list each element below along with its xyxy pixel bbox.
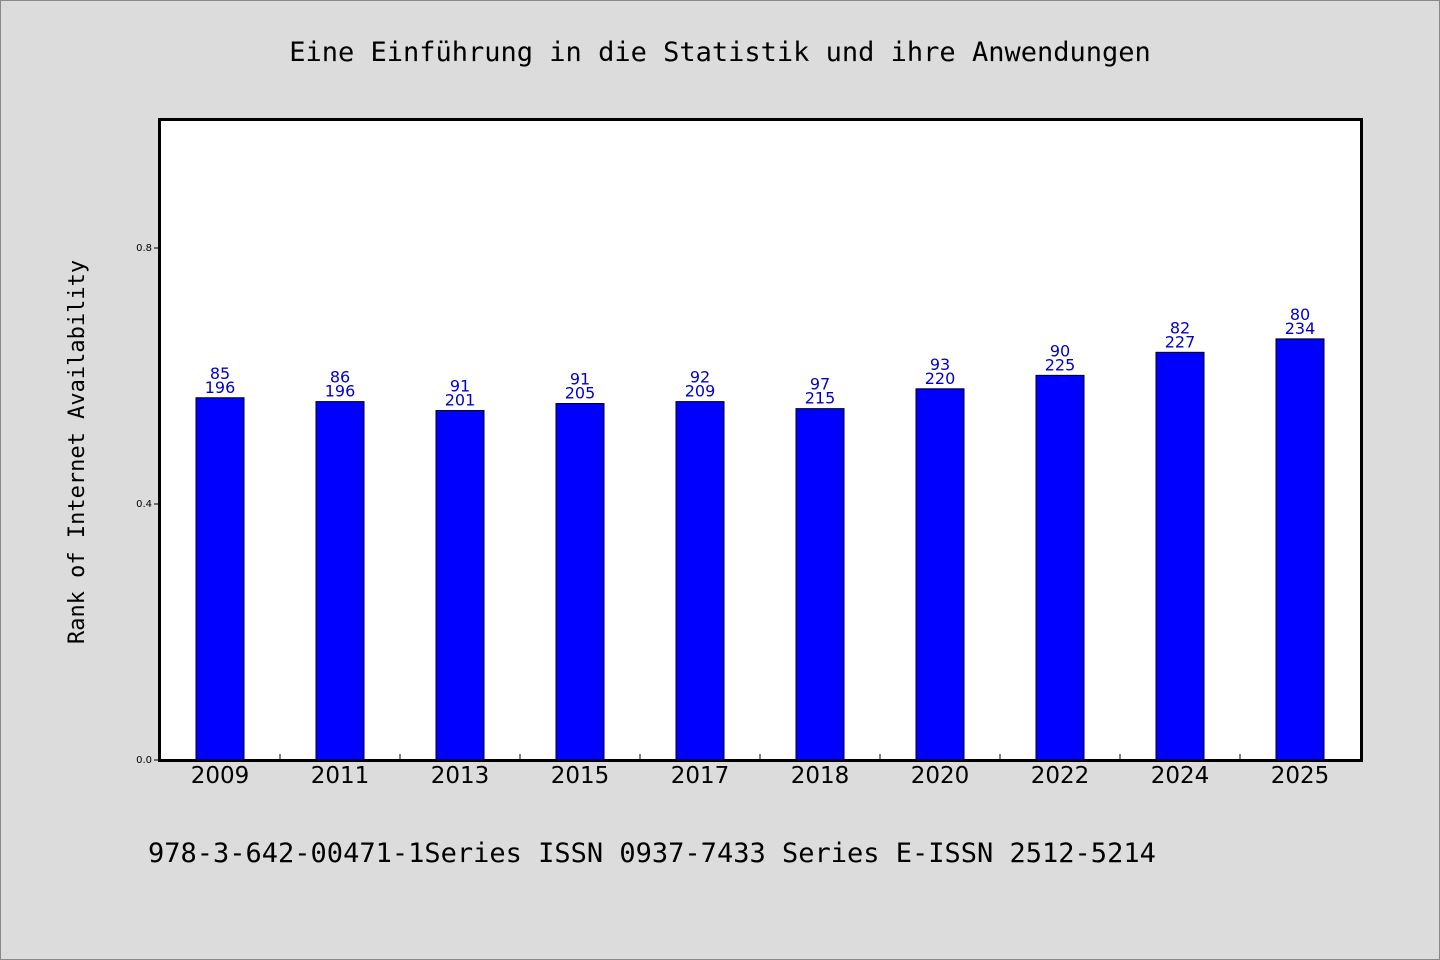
y-tick-label: 0.4 [136, 499, 152, 510]
data-label-top-2020: 93 [930, 355, 950, 374]
bar-2024 [1155, 351, 1205, 761]
data-label-top-2017: 92 [690, 368, 710, 387]
data-label-bottom-2025: 234 [1285, 319, 1316, 338]
bars-layer [195, 338, 1325, 761]
bar-2022 [1035, 374, 1085, 761]
bar-2011 [315, 401, 365, 761]
data-label-bottom-2009: 196 [205, 378, 236, 397]
data-label-top-2015: 91 [570, 370, 590, 389]
x-tick-label-2018: 2018 [791, 763, 850, 789]
data-label-bottom-2018: 215 [805, 389, 836, 408]
bar-2013 [435, 410, 485, 761]
chart-title: Eine Einführung in die Statistik und ihr… [289, 37, 1151, 68]
data-label-bottom-2011: 196 [325, 382, 356, 401]
data-label-top-2013: 91 [450, 377, 470, 396]
x-tick-label-2009: 2009 [191, 763, 250, 789]
y-axis-label: Rank of Internet Availability [65, 260, 90, 644]
x-tick-label-2013: 2013 [431, 763, 490, 789]
data-label-top-2009: 85 [210, 364, 230, 383]
footer-text: 978-3-642-00471-1Series ISSN 0937-7433 S… [148, 838, 1156, 869]
x-tick-label-2011: 2011 [311, 763, 370, 789]
data-label-bottom-2020: 220 [925, 369, 956, 388]
x-tick-label-2022: 2022 [1031, 763, 1090, 789]
data-label-top-2025: 80 [1290, 305, 1310, 324]
bar-2025 [1275, 338, 1325, 761]
x-tick-label-2020: 2020 [911, 763, 970, 789]
data-label-bottom-2024: 227 [1165, 332, 1196, 351]
x-axis: 2009 2011 2013 2015 2017 2018 2020 2022 2024 2025 [191, 754, 1330, 789]
data-label-bottom-2015: 205 [565, 384, 596, 403]
y-axis: 0.0 0.4 0.8 [136, 243, 160, 766]
x-tick-label-2015: 2015 [551, 763, 610, 789]
data-label-top-2022: 90 [1050, 341, 1070, 360]
x-tick-label-2017: 2017 [671, 763, 730, 789]
bar-2020 [915, 388, 965, 761]
data-label-bottom-2022: 225 [1045, 355, 1076, 374]
y-tick-label: 0.0 [136, 755, 152, 766]
data-label-top-2018: 97 [810, 375, 830, 394]
x-tick-label-2025: 2025 [1271, 763, 1330, 789]
bar-2009 [195, 397, 245, 761]
data-label-top-2024: 82 [1170, 318, 1190, 337]
bar-2017 [675, 401, 725, 761]
y-tick-label: 0.8 [136, 243, 152, 254]
bar-2018 [795, 408, 845, 761]
data-label-bottom-2013: 201 [445, 391, 476, 410]
bar-2015 [555, 403, 605, 761]
data-label-top-2011: 86 [330, 368, 350, 387]
x-tick-label-2024: 2024 [1151, 763, 1210, 789]
data-label-bottom-2017: 209 [685, 382, 716, 401]
